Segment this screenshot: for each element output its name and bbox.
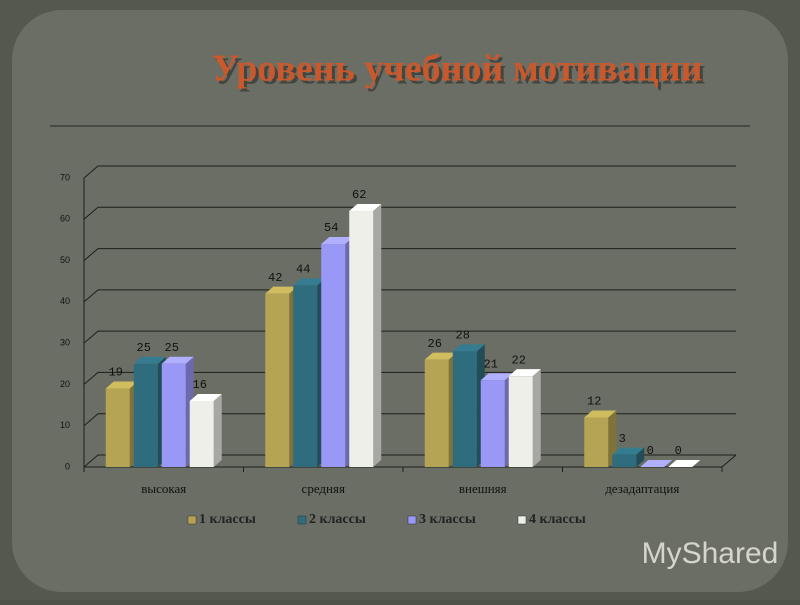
value-label: 16 bbox=[193, 378, 207, 392]
x-tick-label: средняя bbox=[302, 481, 345, 496]
y-tick-label: 50 bbox=[60, 255, 70, 265]
x-tick-label: внешняя bbox=[459, 481, 507, 496]
bar bbox=[293, 285, 317, 467]
slide-panel bbox=[12, 10, 788, 592]
legend-swatch bbox=[188, 516, 196, 524]
value-label: 26 bbox=[428, 337, 442, 351]
legend-swatch bbox=[298, 516, 306, 524]
value-label: 21 bbox=[484, 357, 498, 371]
value-label: 25 bbox=[137, 341, 151, 355]
y-tick-label: 70 bbox=[60, 172, 70, 182]
value-label: 19 bbox=[109, 366, 123, 380]
bar bbox=[349, 211, 373, 467]
bar bbox=[584, 417, 608, 467]
value-label: 42 bbox=[268, 271, 282, 285]
y-tick-label: 60 bbox=[60, 214, 70, 224]
legend-label: 3 классы bbox=[419, 512, 476, 527]
y-tick-label: 10 bbox=[60, 420, 70, 430]
value-label: 54 bbox=[324, 221, 338, 235]
y-tick-label: 20 bbox=[60, 379, 70, 389]
bar bbox=[134, 364, 158, 467]
watermark: MyShared bbox=[642, 537, 779, 570]
value-label: 28 bbox=[456, 329, 470, 343]
bar bbox=[190, 401, 214, 467]
chart-title: Уровень учебной мотивации bbox=[211, 48, 702, 90]
legend-swatch bbox=[518, 516, 526, 524]
bar bbox=[425, 360, 449, 467]
x-tick-label: высокая bbox=[141, 481, 186, 496]
value-label: 12 bbox=[587, 395, 601, 409]
bar bbox=[453, 351, 477, 467]
bar bbox=[509, 376, 533, 467]
value-label: 25 bbox=[165, 341, 179, 355]
legend-label: 2 классы bbox=[309, 512, 366, 527]
y-tick-label: 30 bbox=[60, 338, 70, 348]
value-label: 22 bbox=[512, 353, 526, 367]
value-label: 44 bbox=[296, 263, 310, 277]
bar bbox=[612, 455, 636, 467]
bar bbox=[321, 244, 345, 467]
x-tick-label: дезадаптация bbox=[605, 481, 679, 496]
bar-side bbox=[214, 394, 222, 467]
value-label: 62 bbox=[352, 188, 366, 202]
y-tick-label: 40 bbox=[60, 296, 70, 306]
y-tick-label: 0 bbox=[65, 461, 70, 471]
legend-label: 1 классы bbox=[199, 512, 256, 527]
value-label: 0 bbox=[675, 444, 682, 458]
bar bbox=[265, 294, 289, 467]
bar bbox=[162, 364, 186, 467]
bar bbox=[481, 380, 505, 467]
bar bbox=[106, 389, 130, 467]
bar-side bbox=[533, 369, 541, 467]
value-label: 0 bbox=[647, 444, 654, 458]
bar-side bbox=[373, 204, 381, 467]
legend-swatch bbox=[408, 516, 416, 524]
value-label: 3 bbox=[619, 432, 626, 446]
legend-label: 4 классы bbox=[529, 512, 586, 527]
